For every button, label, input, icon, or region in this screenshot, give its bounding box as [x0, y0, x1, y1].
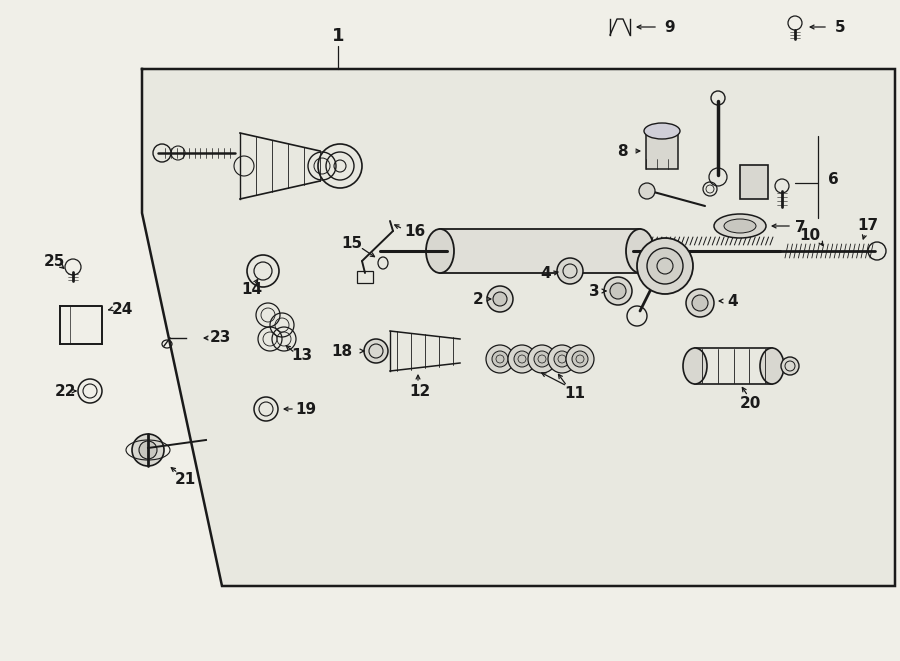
- Ellipse shape: [644, 123, 680, 139]
- Ellipse shape: [132, 434, 164, 466]
- Ellipse shape: [683, 348, 707, 384]
- Ellipse shape: [548, 345, 576, 373]
- Text: 9: 9: [665, 20, 675, 34]
- Ellipse shape: [686, 289, 714, 317]
- Text: 20: 20: [739, 395, 760, 410]
- Text: 23: 23: [210, 330, 231, 346]
- Text: 11: 11: [564, 385, 586, 401]
- Text: 16: 16: [404, 223, 426, 239]
- Text: 18: 18: [331, 344, 352, 358]
- Ellipse shape: [557, 258, 583, 284]
- Ellipse shape: [610, 283, 626, 299]
- Text: 17: 17: [858, 219, 878, 233]
- Ellipse shape: [508, 345, 536, 373]
- Text: 7: 7: [795, 221, 806, 235]
- Bar: [740, 165, 768, 199]
- Ellipse shape: [760, 348, 784, 384]
- Ellipse shape: [487, 286, 513, 312]
- Ellipse shape: [139, 441, 157, 459]
- Text: 19: 19: [295, 401, 316, 416]
- Ellipse shape: [534, 351, 550, 367]
- Ellipse shape: [514, 351, 530, 367]
- Bar: [646, 131, 678, 169]
- Text: 3: 3: [589, 284, 599, 299]
- Ellipse shape: [493, 292, 507, 306]
- Text: 8: 8: [616, 143, 627, 159]
- Ellipse shape: [364, 339, 388, 363]
- Polygon shape: [142, 69, 895, 586]
- Text: 24: 24: [112, 301, 133, 317]
- Text: 13: 13: [292, 348, 312, 364]
- Text: 2: 2: [472, 292, 483, 307]
- Ellipse shape: [626, 229, 654, 273]
- Ellipse shape: [486, 345, 514, 373]
- Text: 22: 22: [55, 383, 76, 399]
- Ellipse shape: [639, 183, 655, 199]
- Ellipse shape: [647, 248, 683, 284]
- Bar: [357, 271, 373, 283]
- Text: 25: 25: [43, 254, 65, 268]
- Bar: [440, 229, 640, 273]
- Text: 4: 4: [541, 266, 552, 280]
- Ellipse shape: [528, 345, 556, 373]
- Text: 6: 6: [828, 171, 839, 186]
- Text: 10: 10: [799, 229, 821, 243]
- Ellipse shape: [554, 351, 570, 367]
- Text: 21: 21: [175, 471, 195, 486]
- Text: 15: 15: [341, 235, 363, 251]
- Text: 14: 14: [241, 282, 263, 297]
- Ellipse shape: [492, 351, 508, 367]
- Ellipse shape: [604, 277, 632, 305]
- Text: 4: 4: [728, 293, 738, 309]
- Ellipse shape: [426, 229, 454, 273]
- Ellipse shape: [637, 238, 693, 294]
- Ellipse shape: [692, 295, 708, 311]
- Ellipse shape: [572, 351, 588, 367]
- Text: 1: 1: [332, 27, 344, 45]
- Ellipse shape: [566, 345, 594, 373]
- Ellipse shape: [724, 219, 756, 233]
- Text: 12: 12: [410, 383, 430, 399]
- Ellipse shape: [714, 214, 766, 238]
- Text: 5: 5: [834, 20, 845, 34]
- Ellipse shape: [781, 357, 799, 375]
